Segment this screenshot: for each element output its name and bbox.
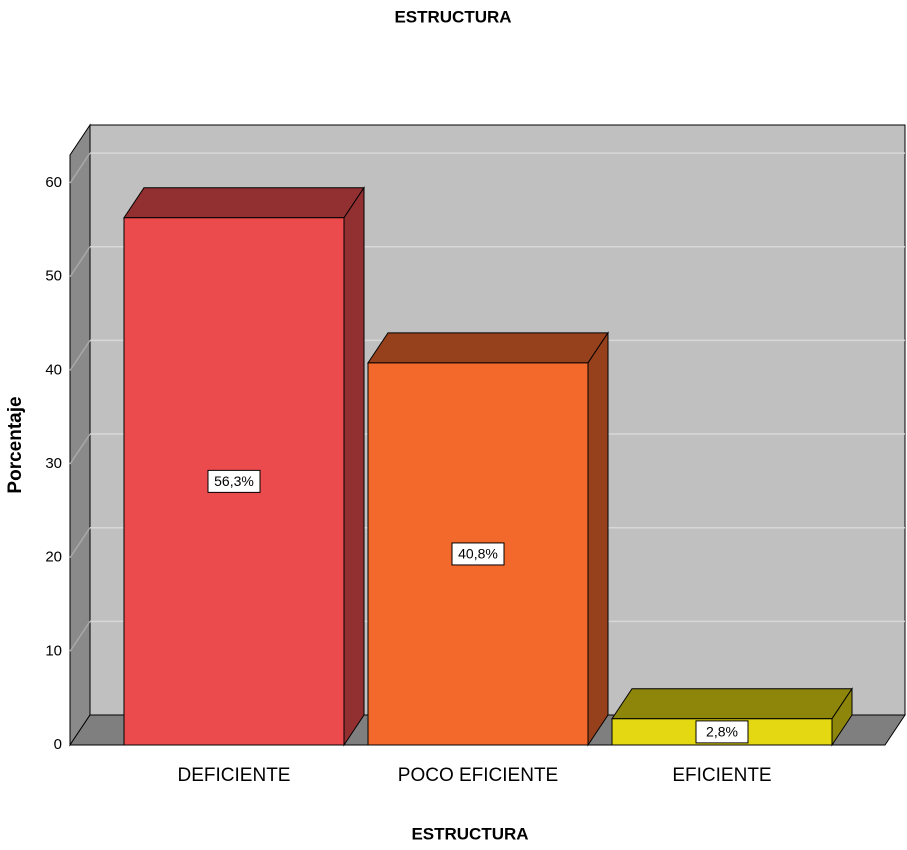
left-wall bbox=[69, 123, 91, 747]
value-label: 56,3% bbox=[214, 473, 254, 489]
bar-top bbox=[367, 332, 609, 364]
bar-top bbox=[611, 688, 853, 720]
x-tick-label: EFICIENTE bbox=[672, 765, 771, 786]
y-tick-label: 60 bbox=[45, 174, 62, 191]
grid-line bbox=[69, 339, 91, 371]
grid-line bbox=[69, 527, 91, 559]
grid-line bbox=[69, 152, 91, 184]
bar-side bbox=[343, 186, 365, 747]
value-label: 40,8% bbox=[458, 546, 498, 562]
bar-side bbox=[587, 331, 609, 747]
grid-line bbox=[69, 433, 91, 465]
bar-top bbox=[123, 187, 365, 219]
x-tick-label: POCO EFICIENTE bbox=[398, 765, 558, 786]
value-label-box bbox=[207, 469, 261, 493]
x-axis-label: ESTRUCTURA bbox=[411, 824, 528, 843]
bar bbox=[367, 331, 609, 747]
y-tick-label: 40 bbox=[45, 361, 62, 378]
value-label: 2,8% bbox=[706, 724, 738, 740]
grid-line bbox=[69, 620, 91, 652]
value-label-box bbox=[695, 720, 749, 744]
bar bbox=[123, 186, 365, 747]
y-tick-label: 20 bbox=[45, 549, 62, 566]
x-tick-label: DEFICIENTE bbox=[178, 765, 291, 786]
y-tick-label: 0 bbox=[54, 736, 62, 753]
y-tick-label: 50 bbox=[45, 268, 62, 285]
y-axis-label: Porcentaje bbox=[5, 396, 26, 493]
y-tick-label: 10 bbox=[45, 642, 62, 659]
value-label-box bbox=[451, 542, 505, 566]
chart-title: ESTRUCTURA bbox=[394, 7, 511, 26]
grid-line bbox=[69, 246, 91, 278]
y-tick-label: 30 bbox=[45, 455, 62, 472]
